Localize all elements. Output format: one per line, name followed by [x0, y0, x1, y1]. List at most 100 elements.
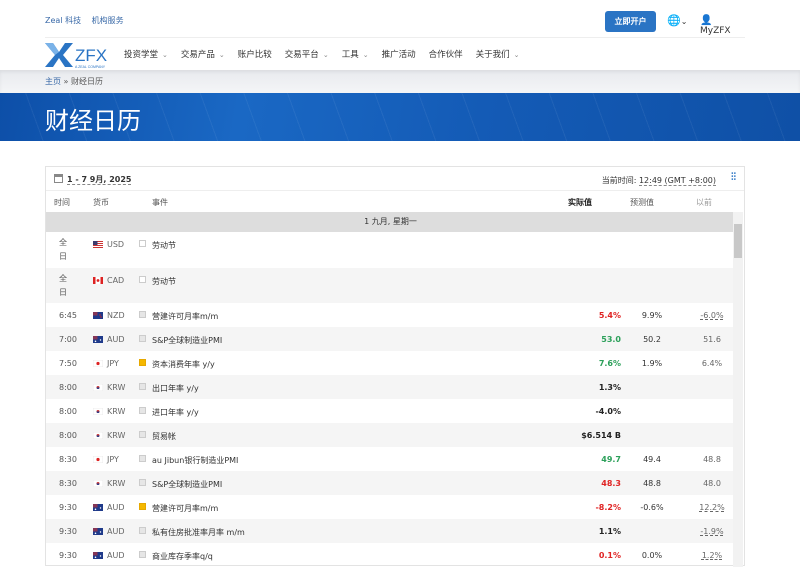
table-row[interactable]: 8:00 KRW 出口年率 y/y 1.3%	[46, 375, 735, 399]
nav-item[interactable]: 交易平台 ⌄	[285, 48, 329, 60]
event-name[interactable]: S&P全球制造业PMI	[152, 480, 223, 489]
chevron-down-icon: ⌄	[322, 51, 329, 59]
breadcrumb-current: 财经日历	[71, 77, 103, 86]
actual-value: 53.0	[601, 335, 621, 344]
day-header: 1 九月, 星期一	[46, 212, 735, 232]
event-time: 8:00	[59, 431, 77, 440]
svg-text:A ZEAL COMPANY: A ZEAL COMPANY	[75, 65, 106, 69]
event-time: 8:00	[59, 383, 77, 392]
event-time: 8:30	[59, 479, 77, 488]
impact-icon	[139, 431, 146, 438]
table-row[interactable]: 7:50 JPY 资本消费年率 y/y 7.6% 1.9% 6.4%	[46, 351, 735, 375]
table-row[interactable]: 8:30 KRW S&P全球制造业PMI 48.3 48.8 48.0	[46, 471, 735, 495]
event-name[interactable]: 劳动节	[152, 276, 176, 286]
currency: USD	[107, 240, 125, 249]
user-icon: 👤	[700, 15, 713, 26]
table-row[interactable]: 8:00 KRW 进口年率 y/y -4.0%	[46, 399, 735, 423]
impact-icon	[139, 275, 146, 283]
event-name[interactable]: 贸易帐	[152, 432, 176, 441]
nav-item[interactable]: 推广活动	[382, 48, 416, 60]
event-name[interactable]: 营建许可月率m/m	[152, 504, 219, 513]
nav-item[interactable]: 合作伙伴	[429, 48, 463, 60]
flag-aud-icon	[93, 552, 103, 559]
event-name[interactable]: 商业库存季率q/q	[152, 552, 213, 561]
zfx-logo[interactable]: ZFX A ZEAL COMPANY	[45, 41, 109, 69]
actual-value: 7.6%	[598, 359, 621, 368]
table-row[interactable]: 9:30 AUD 私有住房批准率月率 m/m 1.1% -1.9%	[46, 519, 735, 543]
currency: KRW	[107, 431, 126, 440]
table-row[interactable]: 6:45 NZD 营建许可月率m/m 5.4% 9.9% -6.0%	[46, 303, 735, 327]
event-name[interactable]: au Jibun银行制造业PMI	[152, 456, 239, 465]
scrollbar-thumb[interactable]	[734, 224, 742, 258]
previous-value[interactable]: -1.9%	[700, 527, 724, 536]
currency: KRW	[107, 479, 126, 488]
currency: KRW	[107, 383, 126, 392]
chevron-down-icon: ⌄	[680, 17, 688, 26]
actual-value: 1.1%	[598, 527, 621, 536]
previous-value[interactable]: 1.2%	[701, 551, 723, 560]
language-selector[interactable]: 🌐⌄	[667, 14, 687, 27]
scrollbar[interactable]	[733, 212, 743, 567]
impact-icon	[139, 455, 146, 462]
table-body: 1 九月, 星期一 全日 USD 劳动节 全日 CAD 劳动节 6:45 NZD 营建许可月率m…	[46, 212, 735, 567]
event-time: 全日	[59, 238, 67, 261]
chevron-down-icon: ⌄	[162, 51, 168, 59]
nav-item-label: 账户比较	[237, 50, 272, 60]
flag-usd-icon	[93, 241, 103, 248]
col-time: 时间	[54, 198, 70, 207]
table-row[interactable]: 全日 CAD 劳动节	[46, 267, 735, 303]
main-nav: ZFX A ZEAL COMPANY 投资学堂 ⌄ 交易产品 ⌄ 账户比较 交易平台 ⌄ 工具…	[45, 38, 745, 70]
link-zeal-tech[interactable]: Zeal 科技	[45, 16, 82, 25]
forecast-value: 9.9%	[641, 311, 663, 320]
col-actual: 实际值	[568, 198, 592, 207]
event-time: 9:30	[59, 551, 77, 560]
nav-item[interactable]: 工具 ⌄	[342, 48, 369, 60]
forecast-value: 49.4	[643, 455, 661, 464]
hero-banner: 财经日历	[0, 93, 800, 141]
event-name[interactable]: 私有住房批准率月率 m/m	[152, 528, 245, 537]
event-name[interactable]: 资本消费年率 y/y	[152, 360, 215, 369]
actual-value: 48.3	[601, 479, 621, 488]
nav-item[interactable]: 账户比较	[238, 48, 272, 60]
col-forecast: 预测值	[630, 198, 654, 207]
timezone-selector[interactable]: 12:49 (GMT +8:00)	[638, 176, 716, 186]
myzfx-link[interactable]: 👤 MyZFX	[700, 15, 745, 36]
event-time: 9:30	[59, 527, 77, 536]
table-row[interactable]: 8:30 JPY au Jibun银行制造业PMI 49.7 49.4 48.8	[46, 447, 735, 471]
date-range-picker[interactable]: 1 - 7 9月, 2025	[54, 174, 132, 185]
table-row[interactable]: 8:00 KRW 贸易帐 $6.514 B	[46, 423, 735, 447]
nav-item[interactable]: 投资学堂 ⌄	[124, 48, 168, 60]
table-row[interactable]: 9:30 AUD 营建许可月率m/m -8.2% -0.6% 12.2%	[46, 495, 735, 519]
forecast-value: 48.8	[643, 479, 661, 488]
previous-value[interactable]: -6.0%	[700, 311, 724, 320]
table-row[interactable]: 全日 USD 劳动节	[46, 232, 735, 268]
table-row[interactable]: 9:30 AUD 商业库存季率q/q 0.1% 0.0% 1.2%	[46, 543, 735, 567]
flag-nzd-icon	[93, 312, 103, 319]
filter-settings-icon[interactable]: ⫶⫶	[731, 172, 736, 183]
impact-icon	[139, 527, 146, 534]
nav-item[interactable]: 关于我们 ⌄	[476, 48, 520, 60]
event-name[interactable]: 进口年率 y/y	[152, 408, 199, 417]
currency: JPY	[107, 455, 119, 464]
event-name[interactable]: 出口年率 y/y	[152, 384, 199, 393]
impact-icon	[139, 240, 146, 247]
event-name[interactable]: S&P全球制造业PMI	[152, 336, 223, 345]
forecast-value: -0.6%	[640, 503, 664, 512]
table-row[interactable]: 7:00 AUD S&P全球制造业PMI 53.0 50.2 51.6	[46, 327, 735, 351]
chevron-down-icon: ⌄	[513, 51, 520, 59]
previous-value[interactable]: 12.2%	[699, 503, 725, 512]
forecast-value: 1.9%	[641, 359, 663, 368]
page-title: 财经日历	[45, 107, 141, 135]
open-account-button[interactable]: 立即开户	[605, 11, 656, 32]
event-name[interactable]: 劳动节	[152, 241, 176, 250]
nav-item[interactable]: 交易产品 ⌄	[181, 48, 225, 60]
breadcrumb-home[interactable]: 主页	[45, 77, 61, 86]
nav-item-label: 工具	[341, 50, 359, 60]
event-name[interactable]: 营建许可月率m/m	[152, 312, 219, 321]
flag-jpy-icon	[92, 455, 104, 464]
nav-item-label: 关于我们	[475, 50, 510, 60]
nav-item-label: 推广活动	[381, 50, 416, 60]
globe-icon: 🌐	[667, 14, 681, 27]
link-institutional[interactable]: 机构服务	[91, 16, 124, 25]
flag-krw-icon	[92, 479, 104, 488]
